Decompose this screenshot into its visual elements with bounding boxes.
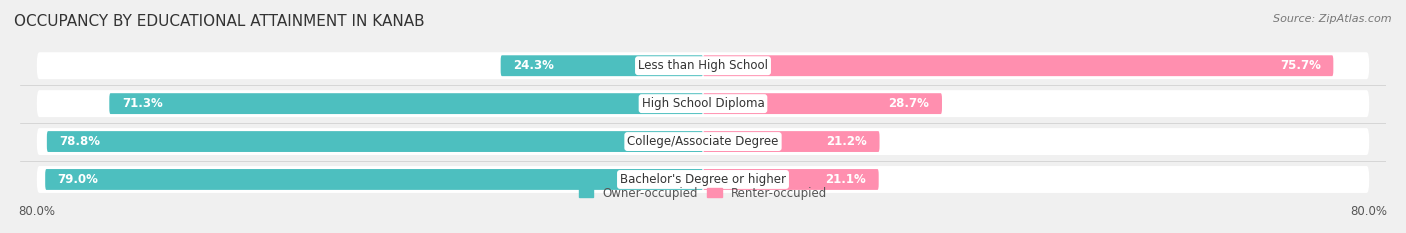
- Text: Source: ZipAtlas.com: Source: ZipAtlas.com: [1274, 14, 1392, 24]
- Text: OCCUPANCY BY EDUCATIONAL ATTAINMENT IN KANAB: OCCUPANCY BY EDUCATIONAL ATTAINMENT IN K…: [14, 14, 425, 29]
- Text: 79.0%: 79.0%: [58, 173, 98, 186]
- Text: High School Diploma: High School Diploma: [641, 97, 765, 110]
- Text: Bachelor's Degree or higher: Bachelor's Degree or higher: [620, 173, 786, 186]
- FancyBboxPatch shape: [46, 131, 703, 152]
- Text: 28.7%: 28.7%: [889, 97, 929, 110]
- Text: 21.2%: 21.2%: [827, 135, 868, 148]
- FancyBboxPatch shape: [37, 128, 1369, 155]
- FancyBboxPatch shape: [37, 90, 1369, 117]
- FancyBboxPatch shape: [45, 169, 703, 190]
- FancyBboxPatch shape: [37, 52, 1369, 79]
- Text: 71.3%: 71.3%: [122, 97, 163, 110]
- Text: 75.7%: 75.7%: [1279, 59, 1320, 72]
- Text: College/Associate Degree: College/Associate Degree: [627, 135, 779, 148]
- FancyBboxPatch shape: [703, 131, 880, 152]
- FancyBboxPatch shape: [703, 93, 942, 114]
- FancyBboxPatch shape: [501, 55, 703, 76]
- FancyBboxPatch shape: [37, 166, 1369, 193]
- Text: 21.1%: 21.1%: [825, 173, 866, 186]
- Text: 78.8%: 78.8%: [59, 135, 100, 148]
- FancyBboxPatch shape: [703, 169, 879, 190]
- Legend: Owner-occupied, Renter-occupied: Owner-occupied, Renter-occupied: [579, 186, 827, 199]
- Text: 24.3%: 24.3%: [513, 59, 554, 72]
- Text: Less than High School: Less than High School: [638, 59, 768, 72]
- FancyBboxPatch shape: [703, 55, 1333, 76]
- FancyBboxPatch shape: [110, 93, 703, 114]
